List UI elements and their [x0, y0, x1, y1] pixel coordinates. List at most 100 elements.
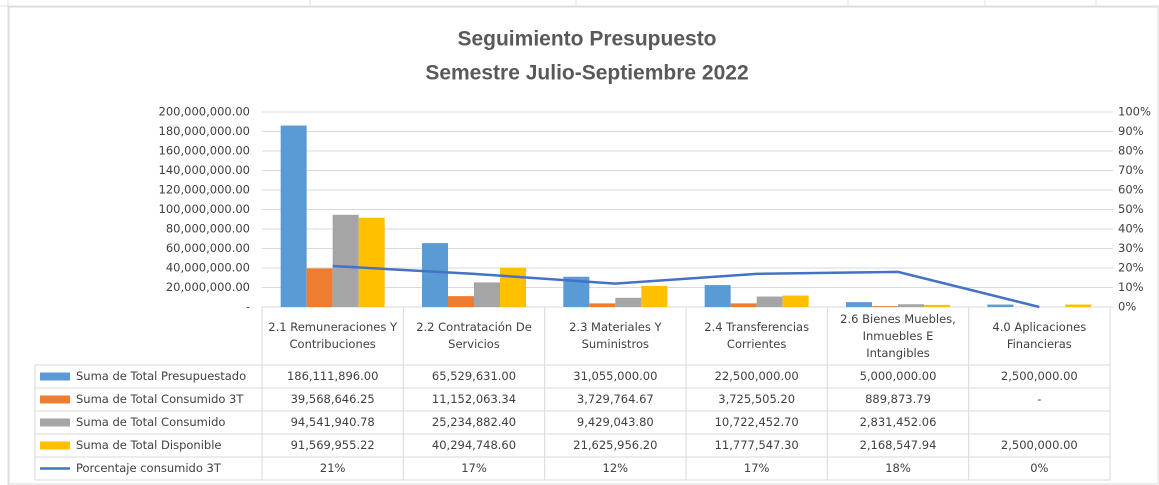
table-value: 31,055,000.00 [573, 369, 657, 383]
x-tick-label: 2.6 Bienes Muebles, Inmuebles E Intangib… [840, 311, 956, 360]
category-cell: 2.1 Remuneraciones Y Contribuciones [268, 320, 398, 351]
y2-tick-label: 100% [1118, 105, 1151, 119]
y-tick-label: 80,000,000.00 [166, 222, 250, 236]
bar [924, 304, 950, 307]
table-value: 5,000,000.00 [860, 369, 937, 383]
table-value: 889,873.79 [865, 392, 931, 406]
y-tick-label: 160,000,000.00 [159, 144, 250, 158]
bar [615, 297, 642, 307]
bar [500, 267, 526, 307]
legend-label: Suma de Total Consumido [76, 415, 225, 429]
bar [987, 304, 1014, 307]
table-value: 9,429,043.80 [577, 415, 654, 429]
legend-key [40, 395, 70, 404]
category-cell: 2.6 Bienes Muebles, Inmuebles E Intangib… [840, 311, 956, 360]
table-value: 17% [461, 461, 487, 475]
table-value: 2,500,000.00 [1001, 438, 1078, 452]
y2-tick-label: 50% [1118, 202, 1144, 216]
table-value: 11,152,063.34 [432, 392, 516, 406]
category-cell: 4.0 Aplicaciones Financieras [992, 320, 1087, 351]
table-value: 2,831,452.06 [860, 415, 937, 429]
chart-title: Seguimiento Presupuesto [457, 28, 716, 51]
y-tick-label: 100,000,000.00 [159, 202, 250, 216]
table-value: 2,168,547.94 [860, 438, 937, 452]
legend-key [40, 418, 70, 427]
legend-label: Suma de Total Disponible [76, 438, 221, 452]
table-value: 21% [320, 461, 346, 475]
y-tick-label: 60,000,000.00 [166, 241, 250, 255]
table-value: - [1037, 392, 1041, 406]
bar [898, 304, 924, 307]
bar [641, 285, 668, 307]
x-tick-label: 4.0 Aplicaciones Financieras [992, 320, 1087, 351]
y-tick-label: 40,000,000.00 [166, 261, 250, 275]
table-value: 21,625,956.20 [573, 438, 657, 452]
table-value: 18% [885, 461, 911, 475]
bar [730, 303, 757, 307]
y2-tick-label: 60% [1118, 183, 1144, 197]
table-value: 40,294,748.60 [432, 438, 516, 452]
table-value: 2,500,000.00 [1001, 369, 1078, 383]
bar [872, 306, 898, 307]
table-value: 22,500,000.00 [715, 369, 799, 383]
table-value: 39,568,646.25 [291, 392, 375, 406]
y2-tick-label: 70% [1118, 163, 1144, 177]
table-value: 3,725,505.20 [718, 392, 795, 406]
table-value: 0% [1030, 461, 1048, 475]
y-tick-label: 20,000,000.00 [166, 280, 250, 294]
bar [358, 217, 385, 307]
table-value: 17% [744, 461, 770, 475]
legend-key [40, 372, 70, 381]
category-cell: 2.2 Contratación De Servicios [416, 320, 532, 351]
bar [846, 302, 872, 307]
category-cell: 2.3 Materiales Y Suministros [569, 320, 662, 351]
bar [704, 285, 731, 307]
bar [448, 296, 474, 307]
bar [589, 303, 616, 307]
y-tick-label: - [246, 300, 250, 314]
chart-area [8, 6, 1159, 485]
data-table-lines [34, 307, 1111, 481]
category-cell: 2.4 Transferencias Corrientes [704, 320, 810, 351]
y-tick-label: 200,000,000.00 [159, 105, 250, 119]
bar [1065, 304, 1092, 307]
bar [280, 125, 307, 308]
y2-tick-label: 10% [1118, 280, 1144, 294]
y-tick-label: 140,000,000.00 [159, 163, 250, 177]
table-value: 3,729,764.67 [577, 392, 654, 406]
legend-key [40, 441, 70, 450]
y-tick-label: 120,000,000.00 [159, 183, 250, 197]
x-tick-label: 2.3 Materiales Y Suministros [569, 320, 662, 351]
bar [422, 243, 448, 307]
y-tick-label: 180,000,000.00 [159, 124, 250, 138]
bar [306, 268, 333, 307]
line-series [332, 264, 1040, 309]
x-tick-label: 2.2 Contratación De Servicios [416, 320, 532, 351]
bar [782, 295, 809, 307]
table-value: 94,541,940.78 [291, 415, 375, 429]
bar [474, 282, 500, 307]
table-value: 10,722,452.70 [715, 415, 799, 429]
table-value: 91,569,955.22 [291, 438, 375, 452]
y2-tick-label: 0% [1118, 300, 1136, 314]
bar [332, 214, 359, 307]
legend-label: Porcentaje consumido 3T [76, 461, 222, 475]
chart-subtitle: Semestre Julio-Septiembre 2022 [425, 62, 748, 85]
bar [756, 296, 783, 307]
table-value: 12% [603, 461, 629, 475]
legend-label: Suma de Total Presupuestado [76, 369, 246, 383]
legend-label: Suma de Total Consumido 3T [76, 392, 244, 406]
y2-tick-label: 90% [1118, 124, 1144, 138]
y2-tick-label: 30% [1118, 241, 1144, 255]
x-tick-label: 2.1 Remuneraciones Y Contribuciones [268, 320, 398, 351]
y2-tick-label: 40% [1118, 222, 1144, 236]
table-value: 65,529,631.00 [432, 369, 516, 383]
table-value: 25,234,882.40 [432, 415, 516, 429]
y2-tick-label: 80% [1118, 144, 1144, 158]
x-tick-label: 2.4 Transferencias Corrientes [704, 320, 810, 351]
y2-tick-label: 20% [1118, 261, 1144, 275]
table-value: 186,111,896.00 [287, 369, 378, 383]
table-value: 11,777,547.30 [715, 438, 799, 452]
